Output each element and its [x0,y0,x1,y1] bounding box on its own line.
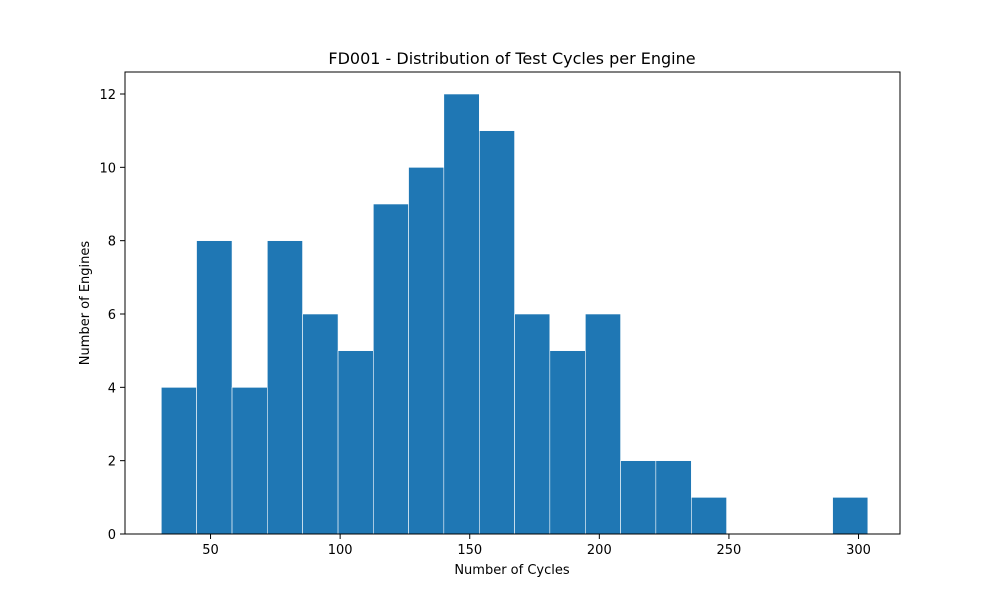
histogram-bar [266,240,303,535]
x-tick-label: 200 [587,543,612,558]
x-tick-label: 250 [717,543,742,558]
y-axis: 0 2 4 6 8 10 12 [99,88,125,543]
y-tick-label: 2 [108,455,116,470]
histogram-bar [514,313,551,535]
histogram-bar [337,350,374,535]
histogram-bar [196,240,233,535]
chart-title: FD001 - Distribution of Test Cycles per … [328,49,695,68]
x-tick-label: 50 [202,543,219,558]
x-tick-label: 100 [328,543,353,558]
y-tick-label: 8 [108,235,116,250]
histogram-bar [302,313,339,535]
histogram-bar [443,93,480,535]
y-tick-label: 4 [108,381,116,396]
bars-layer [160,93,869,535]
histogram-bar [373,203,409,535]
x-axis: 50 100 150 200 250 300 [202,534,871,558]
y-axis-label: Number of Engines [78,241,93,366]
y-tick-label: 12 [99,88,116,103]
x-tick-label: 300 [846,543,871,558]
histogram-bar [231,387,268,535]
histogram-bar [160,387,197,535]
histogram-bar [832,497,869,535]
histogram-bar [549,350,586,535]
x-tick-label: 150 [457,543,482,558]
histogram-bar [479,130,515,535]
histogram-bar [691,497,727,535]
plot-frame [124,71,901,535]
y-tick-label: 0 [108,528,116,543]
histogram-bar [620,460,657,535]
histogram-bar [585,313,621,535]
histogram-bar [655,460,692,535]
x-axis-label: Number of Cycles [454,563,570,578]
y-tick-label: 10 [99,161,116,176]
y-tick-label: 6 [108,308,116,323]
histogram-bar [408,167,445,535]
